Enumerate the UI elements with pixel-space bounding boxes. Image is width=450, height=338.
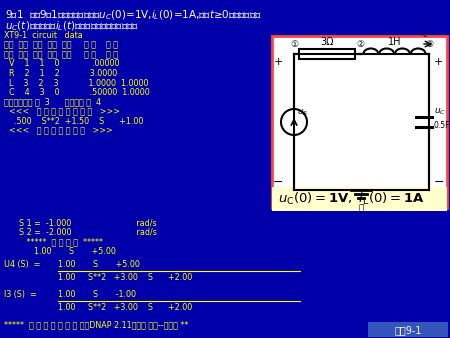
Text: .500    S**2  +1.50    S      +1.00: .500 S**2 +1.50 S +1.00 (4, 117, 144, 125)
Text: 1H: 1H (388, 37, 401, 47)
Text: ②: ② (356, 40, 364, 49)
Text: 元件  支路  开始  终止  控制     元 件    元 件: 元件 支路 开始 终止 控制 元 件 元 件 (4, 41, 118, 49)
Text: 1.00     S**2   +3.00    S      +2.00: 1.00 S**2 +3.00 S +2.00 (58, 303, 192, 312)
Text: 习题9-1: 习题9-1 (394, 325, 422, 335)
Text: ①: ① (290, 40, 298, 49)
Text: <<<   网 络 的 特 征 多 项 式   >>>: <<< 网 络 的 特 征 多 项 式 >>> (4, 107, 120, 116)
Text: S 2 =  -2.000                          rad/s: S 2 = -2.000 rad/s (4, 227, 157, 237)
Text: ③: ③ (425, 40, 433, 49)
Text: ⒪: ⒪ (358, 204, 364, 213)
Text: *****  完 全 响 应  *****: ***** 完 全 响 应 ***** (4, 237, 103, 246)
Text: C    4    3    0            .50000  1.0000: C 4 3 0 .50000 1.0000 (4, 88, 150, 97)
Text: 1.00     S**2   +3.00    S      +2.00: 1.00 S**2 +3.00 S +2.00 (58, 272, 192, 282)
Text: 1.00       S       +5.00: 1.00 S +5.00 (58, 260, 140, 269)
Text: $i_L$: $i_L$ (421, 27, 429, 40)
Text: XT9-1  circuit   data: XT9-1 circuit data (4, 31, 83, 40)
Text: +: + (273, 57, 283, 67)
Bar (272, 187, 447, 211)
Text: $u_C(t)$和电感电流$i_L(t)$的零输入响应，并画波形。: $u_C(t)$和电感电流$i_L(t)$的零输入响应，并画波形。 (5, 19, 139, 32)
Text: S 1 =  -1.000                          rad/s: S 1 = -1.000 rad/s (4, 218, 157, 227)
Text: 类型  编号  结点  结点  支路     数 値    数 値: 类型 编号 结点 结点 支路 数 値 数 値 (4, 50, 118, 59)
Text: *****  动 态 网 络 分 析 程 序（DNAP 2.11）成电 七系--胡翥骏 **: ***** 动 态 网 络 分 析 程 序（DNAP 2.11）成电 七系--胡… (4, 320, 189, 329)
Text: V    1    1    0             .00000: V 1 1 0 .00000 (4, 59, 120, 69)
Text: 1.00       S       -1.00: 1.00 S -1.00 (58, 290, 136, 299)
Text: L    3    2    3            1.0000  1.0000: L 3 2 3 1.0000 1.0000 (4, 78, 149, 88)
Text: 3Ω: 3Ω (320, 37, 334, 47)
Circle shape (281, 109, 307, 135)
Bar (272, 36, 447, 208)
Text: $u_{\rm C}(0)={\bf 1V},\ i_{\rm L}(0)={\bf 1A}$: $u_{\rm C}(0)={\bf 1V},\ i_{\rm L}(0)={\… (278, 191, 424, 207)
Text: −: − (434, 175, 445, 189)
Bar (368, 322, 448, 337)
Text: −: − (273, 175, 283, 189)
Text: I3 (S)  =: I3 (S) = (4, 290, 37, 299)
Text: $u_S$: $u_S$ (297, 107, 309, 118)
Text: 独立结点数目 ＝  3      支路数目 ＝  4: 独立结点数目 ＝ 3 支路数目 ＝ 4 (4, 97, 101, 106)
Text: 0.5F: 0.5F (434, 121, 450, 129)
Text: $u_C$: $u_C$ (434, 107, 446, 117)
Text: U4 (S)  =: U4 (S) = (4, 260, 40, 269)
Text: 9）1  题图9）1所示电路中，已知$u_C(0)$=1V,$i_L(0)$=1A,试求$t$≥0时的电容电压: 9）1 题图9）1所示电路中，已知$u_C(0)$=1V,$i_L(0)$=1A… (5, 8, 262, 22)
Text: R    2    1    2            3.0000: R 2 1 2 3.0000 (4, 69, 117, 78)
Bar (299, 49, 355, 59)
Text: <<<   网 络 的 自 然 频 率   >>>: <<< 网 络 的 自 然 频 率 >>> (4, 126, 113, 135)
Text: +: + (434, 57, 443, 67)
Text: 1.00       S       +5.00: 1.00 S +5.00 (4, 246, 116, 256)
